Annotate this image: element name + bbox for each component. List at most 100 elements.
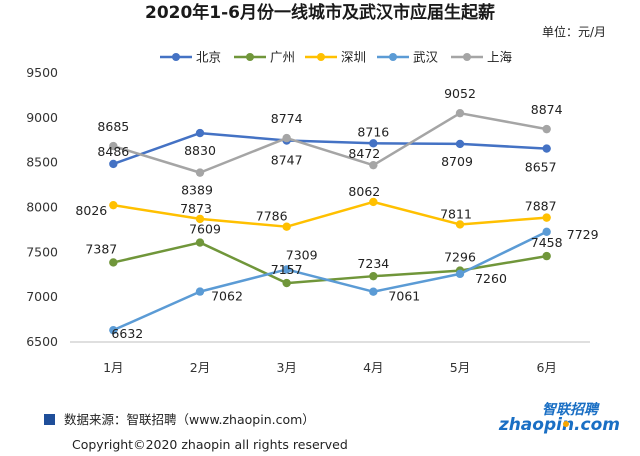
unit-label: 单位：元/月 (542, 24, 606, 39)
data-point (282, 222, 291, 231)
x-tick-label: 4月 (363, 360, 383, 375)
y-tick-label: 8000 (26, 200, 58, 215)
legend: 北京 广州 深圳 武汉 上海 (160, 50, 513, 65)
data-label: 7887 (525, 199, 557, 214)
legend-marker (172, 53, 180, 61)
series-上海 (109, 108, 551, 177)
data-point (109, 258, 118, 267)
data-point (542, 251, 551, 261)
x-tick-label: 2月 (190, 360, 210, 375)
data-label: 8716 (357, 124, 389, 139)
data-point (369, 197, 378, 207)
y-tick-label: 9000 (26, 110, 58, 125)
y-tick-label: 6500 (26, 334, 58, 349)
data-point (369, 271, 378, 281)
source-text: 数据来源：智联招聘（www.zhaopin.com） (64, 412, 315, 427)
y-tick-label: 8500 (26, 155, 58, 170)
data-point (195, 238, 205, 247)
data-point (369, 160, 378, 170)
legend-label: 北京 (196, 50, 221, 65)
legend-item: 武汉 (377, 50, 439, 65)
zhaopin-logo: 智联招聘 zhaopin.com (498, 401, 620, 435)
legend-label: 广州 (270, 50, 295, 65)
data-point (109, 325, 118, 335)
data-label: 8062 (348, 184, 380, 199)
data-point (369, 139, 378, 148)
x-tick-label: 5月 (450, 360, 470, 375)
data-point (109, 200, 118, 210)
data-label: 7309 (286, 247, 318, 262)
series-line (112, 230, 548, 332)
data-point (455, 220, 465, 229)
y-tick-label: 7000 (26, 289, 58, 304)
series-北京 (109, 128, 551, 169)
data-label: 8874 (531, 102, 563, 117)
legend-label: 深圳 (341, 50, 366, 65)
data-label: 8389 (181, 183, 213, 198)
data-point (455, 108, 465, 118)
data-label: 7061 (388, 289, 420, 304)
data-label: 8774 (271, 111, 303, 126)
data-label: 7260 (475, 271, 507, 286)
data-point (369, 287, 378, 296)
data-label: 9052 (444, 86, 476, 101)
data-label: 8472 (348, 146, 380, 161)
data-label: 7157 (271, 262, 303, 277)
data-label: 7234 (357, 256, 389, 271)
legend-marker (246, 53, 254, 61)
logo-accent-dot (563, 421, 569, 427)
data-point (195, 128, 205, 138)
data-point (282, 133, 291, 143)
data-label: 8709 (441, 154, 473, 169)
x-tick-label: 6月 (536, 360, 556, 375)
data-label: 7786 (256, 209, 288, 224)
legend-marker (389, 53, 397, 61)
data-label: 7387 (85, 241, 117, 256)
data-label: 8830 (184, 143, 216, 158)
data-label: 7729 (567, 227, 599, 242)
series-layer (109, 108, 551, 335)
axes: 6500 7000 7500 8000 8500 9000 9500 1月 2月 3月 4月 5月 6月 (26, 65, 590, 375)
data-label: 7609 (189, 222, 221, 237)
data-point (542, 144, 551, 153)
x-tick-label: 3月 (276, 360, 296, 375)
legend-label: 上海 (487, 50, 513, 65)
data-label: 8486 (97, 144, 129, 159)
y-tick-label: 9500 (26, 65, 58, 80)
data-label: 7458 (531, 235, 563, 250)
data-label: 8026 (75, 203, 107, 218)
legend-item: 北京 (160, 50, 221, 65)
data-label: 8685 (97, 119, 129, 134)
data-point (109, 159, 118, 169)
data-label: 8657 (525, 160, 557, 175)
x-tick-label: 1月 (103, 360, 123, 375)
data-point (542, 124, 551, 134)
data-labels: 8486 8830 8747 8716 8709 8657 7387 7609 7157 7234… (75, 86, 598, 341)
data-label: 7811 (440, 206, 472, 221)
data-point (282, 278, 291, 288)
copyright-text: Copyright©2020 zhaopin all rights reserv… (72, 437, 348, 452)
data-point (455, 139, 465, 149)
data-label: 7062 (211, 289, 243, 304)
series-line (112, 131, 547, 166)
data-point (195, 287, 205, 296)
y-tick-label: 7500 (26, 244, 58, 259)
source-marker (44, 414, 55, 425)
data-point (195, 168, 205, 177)
data-label: 8747 (271, 153, 303, 168)
data-point (109, 141, 118, 151)
legend-marker (463, 53, 471, 61)
logo-text-en: zhaopin.com (498, 415, 620, 435)
data-label: 6632 (111, 326, 143, 341)
data-point (455, 269, 465, 279)
series-深圳 (109, 197, 551, 231)
legend-label: 武汉 (413, 50, 439, 65)
legend-item: 深圳 (305, 50, 366, 65)
legend-item: 上海 (451, 50, 513, 65)
series-武汉 (109, 227, 551, 335)
legend-item: 广州 (234, 50, 295, 65)
logo-text-cn: 智联招聘 (542, 401, 600, 418)
series-line (112, 111, 547, 174)
data-point (282, 265, 291, 274)
